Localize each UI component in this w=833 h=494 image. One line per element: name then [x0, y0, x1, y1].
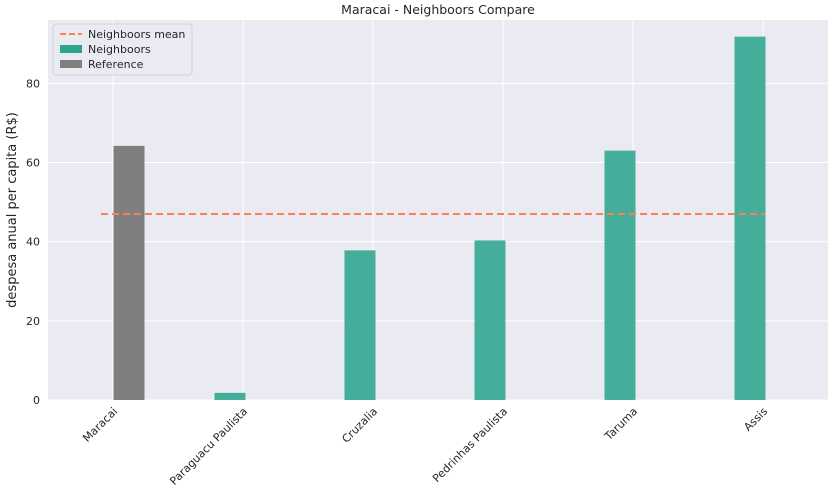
chart-title: Maracai - Neighboors Compare [341, 2, 535, 17]
legend-reference-swatch [60, 60, 82, 68]
y-tick-label-2: 40 [26, 236, 40, 249]
legend: Neighboors mean Neighboors Reference [52, 23, 193, 76]
legend-reference-label: Reference [88, 58, 144, 71]
x-tick-label-0: Maracai [80, 405, 120, 445]
bar-reference-maracai [113, 145, 145, 400]
y-axis-ticks: 0 20 40 60 80 [26, 77, 40, 407]
bar-neighboors-taruma [604, 150, 636, 400]
x-tick-label-4: Taruma [602, 405, 641, 444]
bar-neighboors-paraguacu-paulista [214, 392, 246, 400]
y-tick-label-0: 0 [33, 394, 40, 407]
bar-neighboors-assis [734, 36, 766, 400]
x-tick-label-2: Cruzalia [339, 405, 380, 446]
legend-box [52, 23, 193, 76]
y-tick-label-1: 20 [26, 315, 40, 328]
bars [113, 36, 766, 400]
legend-neighboors-swatch [60, 45, 82, 53]
x-tick-label-1: Paraguacu Paulista [167, 405, 250, 488]
y-axis-label: despesa anual per capita (R$) [5, 112, 20, 308]
plot-background [48, 20, 828, 400]
legend-neighboors-label: Neighboors [88, 43, 151, 56]
x-tick-label-3: Pedrinhas Paulista [430, 405, 510, 485]
y-tick-label-4: 80 [26, 77, 40, 90]
x-tick-label-5: Assis [741, 405, 770, 434]
y-tick-label-3: 60 [26, 157, 40, 170]
bar-neighboors-pedrinhas-paulista [474, 240, 506, 400]
x-axis-ticks: Maracai Paraguacu Paulista Cruzalia Pedrinh… [80, 405, 770, 488]
bar-neighboors-cruzalia [344, 250, 376, 400]
legend-mean-label: Neighboors mean [88, 28, 185, 41]
